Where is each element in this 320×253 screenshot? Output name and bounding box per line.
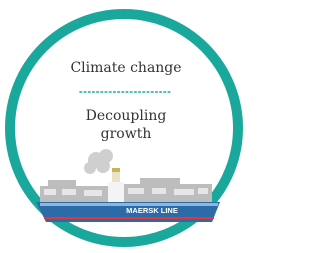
badge: Climate change Decoupling growth MAERSK …	[0, 0, 248, 253]
subtitle-line: Decoupling	[86, 108, 167, 124]
ship-label: MAERSK LINE	[126, 206, 178, 215]
badge-title: Climate change	[70, 60, 181, 76]
subtitle-line: growth	[101, 126, 152, 142]
